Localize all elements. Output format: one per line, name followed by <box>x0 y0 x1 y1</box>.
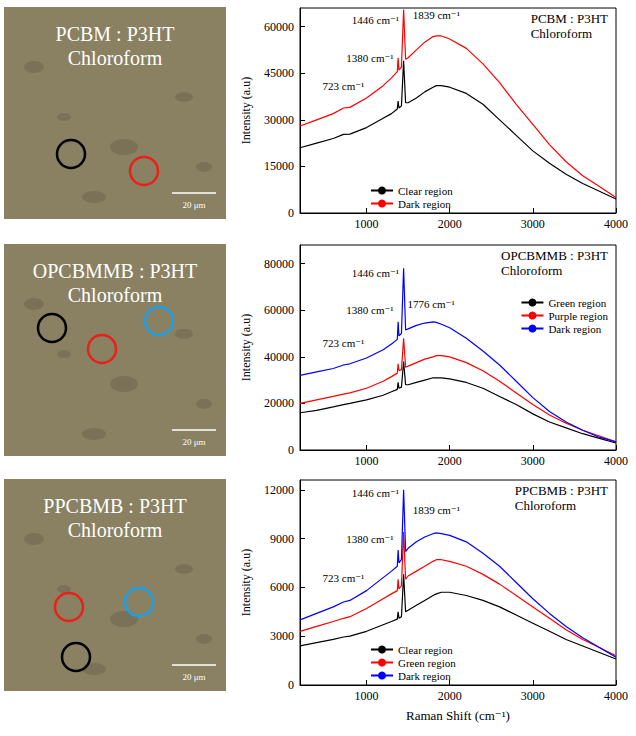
svg-text:0: 0 <box>288 206 294 220</box>
svg-text:1839 cm⁻¹: 1839 cm⁻¹ <box>413 9 460 21</box>
svg-text:Chloroform: Chloroform <box>68 284 163 306</box>
svg-text:Intensity (a.u): Intensity (a.u) <box>239 549 253 616</box>
svg-text:PPCBMB : P3HT: PPCBMB : P3HT <box>43 495 186 517</box>
svg-text:9000: 9000 <box>270 532 294 546</box>
svg-text:20000: 20000 <box>264 396 294 410</box>
svg-text:1839 cm⁻¹: 1839 cm⁻¹ <box>413 504 460 516</box>
svg-text:Green region: Green region <box>548 297 606 309</box>
svg-text:1380 cm⁻¹: 1380 cm⁻¹ <box>346 533 393 545</box>
svg-text:2000: 2000 <box>438 217 462 231</box>
svg-text:Raman Shift (cm⁻¹): Raman Shift (cm⁻¹) <box>406 708 510 723</box>
svg-text:PPCBMB : P3HT: PPCBMB : P3HT <box>515 483 608 498</box>
svg-text:30000: 30000 <box>264 113 294 127</box>
svg-text:Chloroform: Chloroform <box>531 26 592 41</box>
svg-text:Chloroform: Chloroform <box>68 47 163 69</box>
svg-text:723 cm⁻¹: 723 cm⁻¹ <box>323 337 365 349</box>
svg-text:20 μm: 20 μm <box>182 437 205 447</box>
svg-text:20 μm: 20 μm <box>182 672 205 682</box>
svg-text:80000: 80000 <box>264 257 294 271</box>
svg-text:1446 cm⁻¹: 1446 cm⁻¹ <box>352 487 399 499</box>
svg-text:Chloroform: Chloroform <box>515 498 576 513</box>
svg-text:2000: 2000 <box>438 689 462 703</box>
svg-text:Intensity (a.u): Intensity (a.u) <box>239 77 253 144</box>
svg-text:1380 cm⁻¹: 1380 cm⁻¹ <box>346 52 393 64</box>
svg-text:15000: 15000 <box>264 159 294 173</box>
svg-text:3000: 3000 <box>521 454 545 468</box>
svg-text:60000: 60000 <box>264 20 294 34</box>
svg-text:Intensity (a.u): Intensity (a.u) <box>239 314 253 381</box>
svg-text:12000: 12000 <box>264 483 294 497</box>
svg-text:PCBM : P3HT: PCBM : P3HT <box>531 11 608 26</box>
svg-text:1000: 1000 <box>355 689 379 703</box>
svg-text:OPCBMMB : P3HT: OPCBMMB : P3HT <box>33 260 198 282</box>
svg-text:20 μm: 20 μm <box>182 200 205 210</box>
svg-text:723 cm⁻¹: 723 cm⁻¹ <box>323 80 365 92</box>
svg-text:Dark region: Dark region <box>548 323 601 335</box>
svg-text:1776 cm⁻¹: 1776 cm⁻¹ <box>407 298 454 310</box>
svg-text:Purple region: Purple region <box>548 310 608 322</box>
svg-text:1000: 1000 <box>355 454 379 468</box>
svg-text:3000: 3000 <box>521 217 545 231</box>
svg-text:1380 cm⁻¹: 1380 cm⁻¹ <box>346 304 393 316</box>
svg-text:45000: 45000 <box>264 66 294 80</box>
svg-text:4000: 4000 <box>604 217 628 231</box>
svg-text:0: 0 <box>288 443 294 457</box>
svg-text:6000: 6000 <box>270 580 294 594</box>
svg-text:723 cm⁻¹: 723 cm⁻¹ <box>323 572 365 584</box>
svg-text:40000: 40000 <box>264 350 294 364</box>
svg-text:OPCBMMB : P3HT: OPCBMMB : P3HT <box>501 248 608 263</box>
svg-text:4000: 4000 <box>604 689 628 703</box>
svg-text:1000: 1000 <box>355 217 379 231</box>
svg-text:3000: 3000 <box>270 629 294 643</box>
svg-text:1446 cm⁻¹: 1446 cm⁻¹ <box>352 14 399 26</box>
svg-text:0: 0 <box>288 678 294 692</box>
svg-text:2000: 2000 <box>438 454 462 468</box>
svg-text:60000: 60000 <box>264 303 294 317</box>
svg-text:Clear region: Clear region <box>398 644 453 656</box>
svg-text:Chloroform: Chloroform <box>68 519 163 541</box>
svg-text:Chloroform: Chloroform <box>501 263 562 278</box>
svg-text:Clear region: Clear region <box>398 185 453 197</box>
svg-text:Dark region: Dark region <box>398 198 451 210</box>
svg-text:4000: 4000 <box>604 454 628 468</box>
svg-text:Green region: Green region <box>398 657 456 669</box>
svg-text:3000: 3000 <box>521 689 545 703</box>
svg-text:1446 cm⁻¹: 1446 cm⁻¹ <box>352 267 399 279</box>
svg-text:Dark region: Dark region <box>398 670 451 682</box>
svg-text:PCBM : P3HT: PCBM : P3HT <box>56 23 175 45</box>
